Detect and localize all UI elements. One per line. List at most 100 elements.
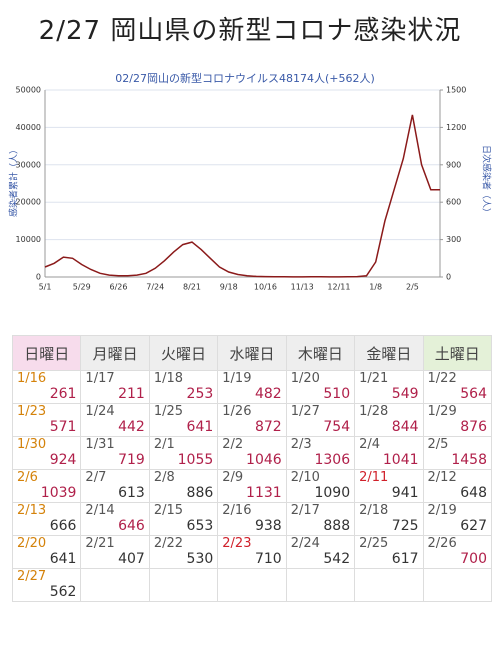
cell-count: 872 — [254, 419, 282, 435]
y-tick-label: 10000 — [16, 235, 41, 244]
day-cell: 2/13 666 — [11, 502, 82, 536]
cell-date: 1/16 — [17, 371, 47, 386]
day-cell: 1/31 719 — [80, 436, 150, 470]
day-cell: 2/24 542 — [285, 535, 356, 569]
week-row: 2/6 1039 2/7 613 2/8 886 2/9 1131 2/10 1090 2/11 94… — [11, 469, 493, 503]
cell-date: 2/11 — [359, 470, 389, 485]
x-tick-label: 8/21 — [183, 283, 201, 292]
day-cell: 2/18 725 — [354, 502, 424, 536]
x-tick-label: 1/8 — [369, 283, 382, 292]
day-cell: 2/7 613 — [80, 469, 150, 503]
cell-date: 2/22 — [153, 536, 184, 551]
cell-date: 1/22 — [427, 371, 457, 386]
cell-count: 510 — [323, 386, 351, 402]
y2-axis-title: 日次感染者（人） — [481, 145, 493, 217]
cell-count: 938 — [254, 518, 282, 534]
day-cell: 1/19 482 — [217, 370, 287, 404]
y2-tick-label: 300 — [446, 235, 461, 244]
cell-date: 2/4 — [359, 437, 381, 452]
cell-count: 482 — [254, 386, 282, 402]
cell-count: 1458 — [451, 452, 487, 468]
cell-count: 1055 — [177, 452, 214, 468]
cell-count: 844 — [391, 419, 419, 435]
day-cell: 1/29 876 — [422, 403, 493, 437]
cell-date: 1/28 — [359, 404, 389, 419]
day-cell: 2/16 938 — [217, 502, 287, 536]
day-cell: 2/6 1039 — [11, 469, 82, 503]
cell-date: 2/13 — [17, 503, 47, 518]
x-tick-label: 7/24 — [146, 283, 164, 292]
day-cell: 2/3 1306 — [285, 436, 356, 470]
cell-date: 2/8 — [153, 470, 175, 485]
chart: 02/27岡山の新型コロナウイルス48174人(+562人) 感染者累計（人） … — [8, 71, 493, 292]
cell-date: 2/27 — [17, 569, 47, 584]
cell-date: 2/21 — [85, 536, 115, 551]
day-cell: 1/25 641 — [148, 403, 219, 437]
day-cell: 1/20 510 — [285, 370, 356, 404]
day-cell: 2/23 710 — [217, 535, 287, 569]
day-cell: 2/9 1131 — [217, 469, 287, 503]
week-row: 1/16 261 1/17 211 1/18 253 1/19 482 1/20 510 1/21 5… — [11, 370, 493, 404]
day-cell: 2/5 1458 — [422, 436, 493, 470]
day-cell: 1/28 844 — [354, 403, 424, 437]
day-cell: 2/25 617 — [354, 535, 424, 569]
cell-date: 2/16 — [222, 503, 252, 518]
day-header: 木曜日 — [285, 335, 356, 371]
y-tick-label: 40000 — [16, 123, 41, 132]
x-tick-label: 11/13 — [291, 283, 314, 292]
line-series — [44, 114, 440, 278]
cell-date: 1/30 — [17, 437, 47, 452]
cell-date: 2/19 — [427, 503, 457, 518]
day-header: 土曜日 — [422, 335, 493, 371]
x-tick-label: 2/5 — [406, 283, 419, 292]
cell-count: 641 — [49, 551, 77, 567]
day-cell: 2/4 1041 — [354, 436, 424, 470]
cell-count: 542 — [323, 551, 351, 567]
cell-date: 2/12 — [427, 470, 457, 485]
y-tick-label: 20000 — [16, 198, 41, 207]
day-cell: 1/30 924 — [11, 436, 82, 470]
day-cell — [217, 568, 287, 602]
cell-count: 1306 — [314, 452, 351, 468]
cell-date: 1/31 — [85, 437, 115, 452]
day-header: 水曜日 — [217, 335, 287, 371]
cell-date: 2/14 — [85, 503, 115, 518]
cell-date: 2/26 — [427, 536, 457, 551]
cell-date: 2/3 — [290, 437, 312, 452]
y2-tick-label: 900 — [446, 160, 461, 169]
cell-count: 1131 — [246, 485, 282, 501]
day-cell — [354, 568, 424, 602]
y-tick-label: 30000 — [16, 160, 41, 169]
cell-count: 924 — [49, 452, 77, 468]
cell-date: 1/29 — [427, 404, 457, 419]
day-cell: 1/22 564 — [422, 370, 493, 404]
cell-count: 407 — [118, 551, 145, 567]
cell-date: 2/7 — [85, 470, 107, 485]
cell-date: 2/23 — [222, 536, 252, 551]
x-tick-label: 6/26 — [110, 283, 128, 292]
cell-date: 2/15 — [153, 503, 184, 518]
x-tick-label: 5/29 — [73, 283, 91, 292]
day-cell: 1/23 571 — [11, 403, 82, 437]
cell-count: 562 — [49, 584, 77, 600]
cell-count: 876 — [460, 419, 487, 435]
day-cell — [80, 568, 150, 602]
day-cell: 1/27 754 — [285, 403, 356, 437]
chart-title: 02/27岡山の新型コロナウイルス48174人(+562人) — [115, 71, 375, 85]
week-row: 1/30 924 1/31 719 2/1 1055 2/2 1046 2/3 1306 2/4 10… — [11, 436, 493, 470]
day-cell: 2/1 1055 — [148, 436, 219, 470]
day-cell: 1/24 442 — [80, 403, 150, 437]
day-header: 日曜日 — [11, 335, 82, 371]
cell-count: 725 — [391, 518, 419, 534]
cell-count: 886 — [186, 485, 214, 501]
day-cell: 2/10 1090 — [285, 469, 356, 503]
cell-date: 1/21 — [359, 371, 389, 386]
day-header: 金曜日 — [354, 335, 424, 371]
cell-count: 549 — [391, 386, 419, 402]
day-cell: 1/16 261 — [11, 370, 82, 404]
cell-count: 719 — [118, 452, 145, 468]
y2-tick-label: 600 — [446, 198, 461, 207]
cell-date: 1/23 — [17, 404, 47, 419]
cell-count: 1046 — [246, 452, 282, 468]
cell-count: 613 — [118, 485, 145, 501]
